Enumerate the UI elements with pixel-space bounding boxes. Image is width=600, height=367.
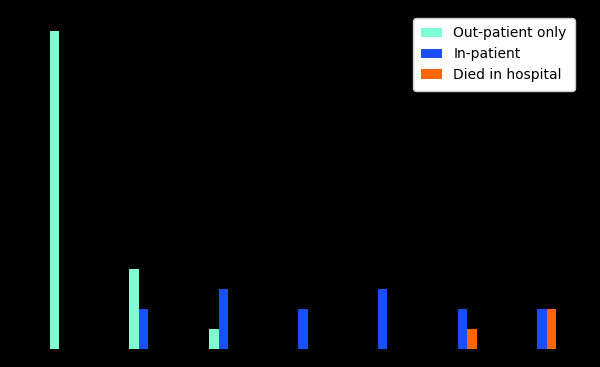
Bar [458, 309, 467, 349]
Bar [378, 289, 388, 349]
Bar [547, 309, 556, 349]
Bar [298, 309, 308, 349]
Legend: Out-patient only, In-patient, Died in hospital: Out-patient only, In-patient, Died in ho… [413, 18, 575, 91]
Bar [50, 31, 59, 349]
Bar [218, 289, 228, 349]
Bar [139, 309, 148, 349]
Bar [209, 329, 218, 349]
Bar [467, 329, 477, 349]
Bar [538, 309, 547, 349]
Bar [129, 269, 139, 349]
